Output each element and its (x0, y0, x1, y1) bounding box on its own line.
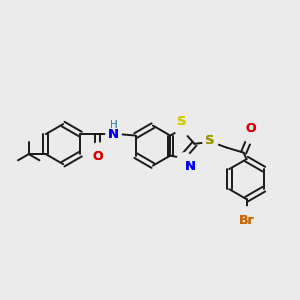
Text: S: S (177, 115, 187, 128)
Text: S: S (177, 115, 187, 128)
Text: S: S (205, 134, 214, 147)
Text: N: N (107, 128, 118, 141)
Text: O: O (92, 150, 103, 163)
Text: N: N (107, 128, 118, 141)
Text: Br: Br (239, 214, 254, 227)
Text: H: H (110, 120, 117, 130)
Text: N: N (184, 160, 196, 173)
Text: N: N (184, 160, 196, 173)
Text: S: S (205, 134, 214, 147)
Text: O: O (245, 122, 256, 135)
Text: O: O (245, 122, 256, 135)
Text: Br: Br (239, 214, 254, 227)
Text: O: O (92, 150, 103, 163)
Text: H: H (110, 120, 117, 130)
